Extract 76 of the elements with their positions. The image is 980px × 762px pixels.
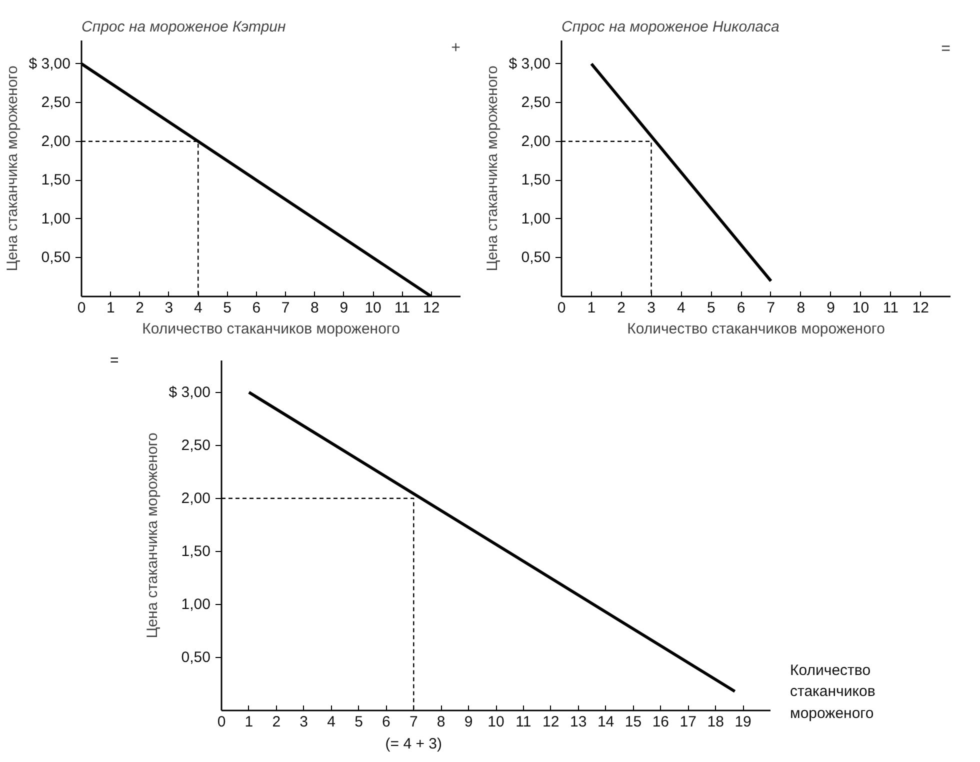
y-tick-label: 2,00 (181, 490, 211, 507)
x-tick-label: 8 (310, 300, 319, 316)
text: = (110, 351, 119, 371)
y-tick-label: 1,50 (41, 172, 71, 189)
x-tick-label: 3 (300, 714, 308, 730)
x-tick-label: 13 (570, 714, 587, 730)
x-tick-label: 11 (394, 300, 410, 316)
x-tick-label: 3 (164, 300, 174, 316)
y-tick-label: 0,50 (41, 249, 71, 266)
x-tick-label: 5 (354, 714, 363, 730)
x-tick-label: 9 (464, 714, 473, 730)
x-tick-label: 0 (557, 300, 566, 316)
x-tick-label: 19 (734, 714, 752, 730)
x-tick-label: 2 (136, 300, 144, 316)
x-tick-label: 4 (677, 300, 686, 316)
y-axis-title: Цена стаканчика мороженого (4, 66, 21, 272)
x-tick-label: 7 (766, 300, 776, 316)
x-tick-label: 6 (252, 300, 261, 316)
y-tick-label: 1,00 (181, 596, 211, 613)
x-tick-label: 4 (327, 714, 336, 730)
x-tick-label: 2 (617, 300, 626, 316)
annotation: + (451, 40, 460, 56)
x-tick-label: 12 (423, 300, 440, 316)
y-tick-label: 1,50 (181, 542, 211, 560)
annotation: = (941, 40, 950, 58)
chart-title: Спрос на мороженое Николаса (562, 18, 780, 36)
text: (= 4 + 3) (385, 736, 442, 752)
x-tick-label: 0 (77, 300, 86, 316)
x-axis-title: Количество стаканчиков мороженого (627, 320, 885, 338)
x-tick-label: 0 (217, 714, 226, 730)
x-tick-label: 6 (736, 300, 746, 316)
x-tick-label: 1 (587, 300, 596, 316)
y-tick-label: 2,00 (41, 132, 71, 150)
x-tick-label: 11 (516, 714, 532, 730)
x-tick-label: 8 (796, 300, 806, 316)
x-tick-label: 5 (223, 300, 232, 316)
x-tick-label: 5 (706, 300, 716, 316)
y-tick-label: 2,50 (41, 94, 71, 112)
x-tick-label: 1 (244, 714, 254, 730)
x-tick-label: 10 (364, 300, 382, 316)
y-tick-label: 1,50 (521, 172, 551, 189)
x-tick-label: 6 (382, 714, 390, 730)
x-tick-label: 1 (106, 300, 115, 316)
x-tick-label: 15 (624, 714, 642, 730)
y-tick-label: 0,50 (181, 648, 211, 666)
x-tick-label: 9 (340, 300, 348, 316)
y-tick-label: 1,00 (41, 210, 71, 228)
x-tick-label: 7 (281, 300, 290, 316)
x-tick-label: 2 (272, 714, 281, 730)
x-tick-label: 18 (707, 714, 724, 730)
x-tick-label: 11 (882, 300, 898, 316)
x-tick-label: 4 (194, 300, 202, 316)
x-tick-label: 10 (488, 714, 504, 730)
y-tick-label: $ 3,00 (508, 55, 551, 72)
y-tick-label: 0,50 (521, 249, 551, 266)
x-axis-title: Количество стаканчиков мороженого (790, 661, 876, 724)
x-tick-label: 12 (912, 300, 929, 316)
y-axis-title: Цена стаканчика мороженого (484, 66, 501, 272)
x-tick-label: 10 (852, 300, 870, 316)
y-tick-label: 2,50 (181, 436, 211, 454)
x-axis-title: Количество стаканчиков мороженого (142, 320, 400, 338)
y-tick-label: $ 3,00 (28, 55, 71, 72)
y-tick-label: $ 3,00 (168, 384, 211, 401)
y-tick-label: 1,00 (521, 210, 551, 228)
x-tick-label: 3 (647, 300, 656, 316)
y-tick-label: 2,00 (521, 132, 551, 150)
x-tick-label: 8 (436, 714, 446, 730)
x-tick-label: 9 (826, 300, 835, 316)
chart-title: Спрос на мороженое Кэтрин (82, 18, 286, 36)
y-tick-label: 2,50 (521, 94, 551, 112)
x-tick-label: 14 (597, 714, 614, 730)
x-tick-label: 7 (409, 714, 418, 730)
x-tick-label: 12 (542, 714, 560, 730)
x-tick-label: 17 (680, 714, 696, 730)
y-axis-title: Цена стаканчика мороженого (144, 432, 161, 638)
x-tick-label: 16 (652, 714, 670, 730)
